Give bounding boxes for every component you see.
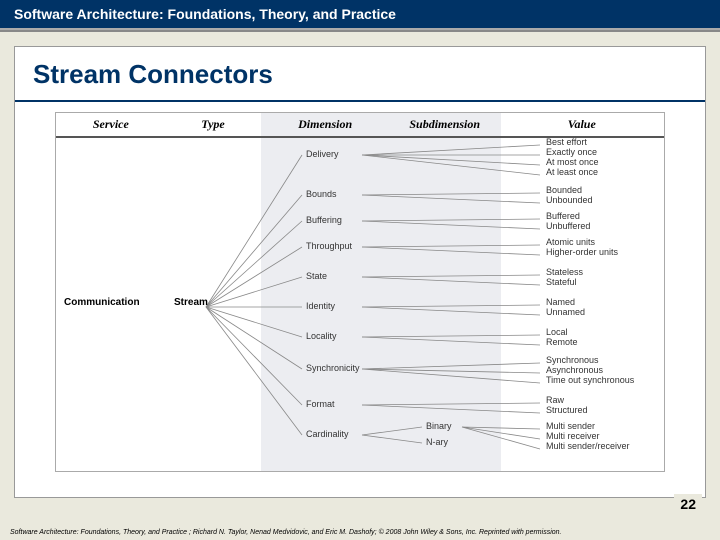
header-underline <box>0 30 720 32</box>
col-value: Value <box>500 113 664 136</box>
col-dimension: Dimension <box>260 113 390 136</box>
stream-diagram: ServiceTypeDimensionSubdimensionValueCom… <box>55 112 665 472</box>
col-type: Type <box>166 113 261 136</box>
slide-title: Stream Connectors <box>15 47 705 102</box>
page-number: 22 <box>674 494 702 514</box>
copyright-disclaimer: Software Architecture: Foundations, Theo… <box>10 529 710 536</box>
col-subdimension: Subdimension <box>390 113 500 136</box>
col-service: Service <box>56 113 166 136</box>
header-bar: Software Architecture: Foundations, Theo… <box>0 0 720 30</box>
slide-body: Stream Connectors ServiceTypeDimensionSu… <box>14 46 706 498</box>
header-title: Software Architecture: Foundations, Theo… <box>14 6 396 22</box>
